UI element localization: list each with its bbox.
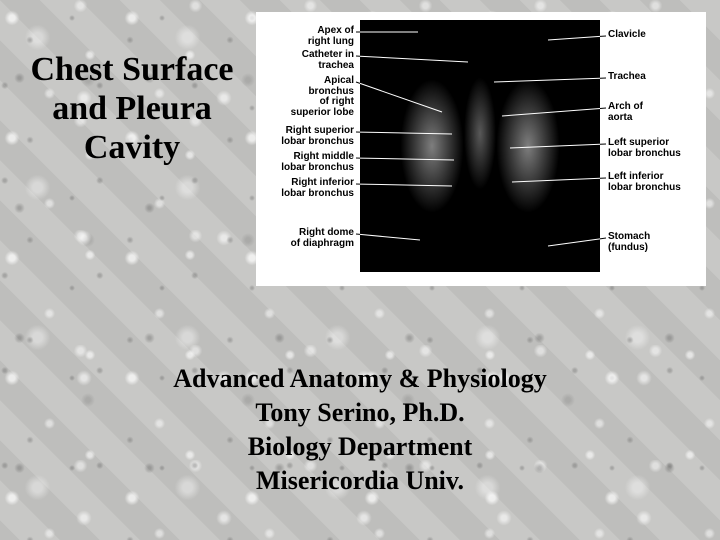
subtitle-line: Biology Department	[0, 432, 720, 462]
anatomy-label: Left inferior lobar bronchus	[608, 172, 681, 193]
anatomy-label: Clavicle	[608, 30, 646, 41]
subtitle-line: Misericordia Univ.	[0, 466, 720, 496]
slide-title: Chest Surface and Pleura Cavity	[12, 50, 252, 167]
anatomy-labels-layer: Apex of right lung Catheter in trachea Api…	[256, 12, 706, 286]
anatomy-label: Stomach (fundus)	[608, 232, 650, 253]
anatomy-label: Arch of aorta	[608, 102, 643, 123]
anatomy-label: Apical bronchus of right superior lobe	[291, 76, 354, 118]
anatomy-figure-panel: Apex of right lung Catheter in trachea Api…	[256, 12, 706, 286]
anatomy-label: Right superior lobar bronchus	[281, 126, 354, 147]
subtitle-line: Tony Serino, Ph.D.	[0, 398, 720, 428]
anatomy-label: Apex of right lung	[308, 26, 354, 47]
anatomy-label: Right middle lobar bronchus	[281, 152, 354, 173]
anatomy-label: Catheter in trachea	[302, 50, 354, 71]
anatomy-label: Right dome of diaphragm	[291, 228, 354, 249]
anatomy-label: Left superior lobar bronchus	[608, 138, 681, 159]
subtitle-line: Advanced Anatomy & Physiology	[0, 364, 720, 394]
anatomy-label: Trachea	[608, 72, 646, 83]
slide-subtitle: Advanced Anatomy & Physiology Tony Serin…	[0, 360, 720, 500]
anatomy-label: Right inferior lobar bronchus	[281, 178, 354, 199]
